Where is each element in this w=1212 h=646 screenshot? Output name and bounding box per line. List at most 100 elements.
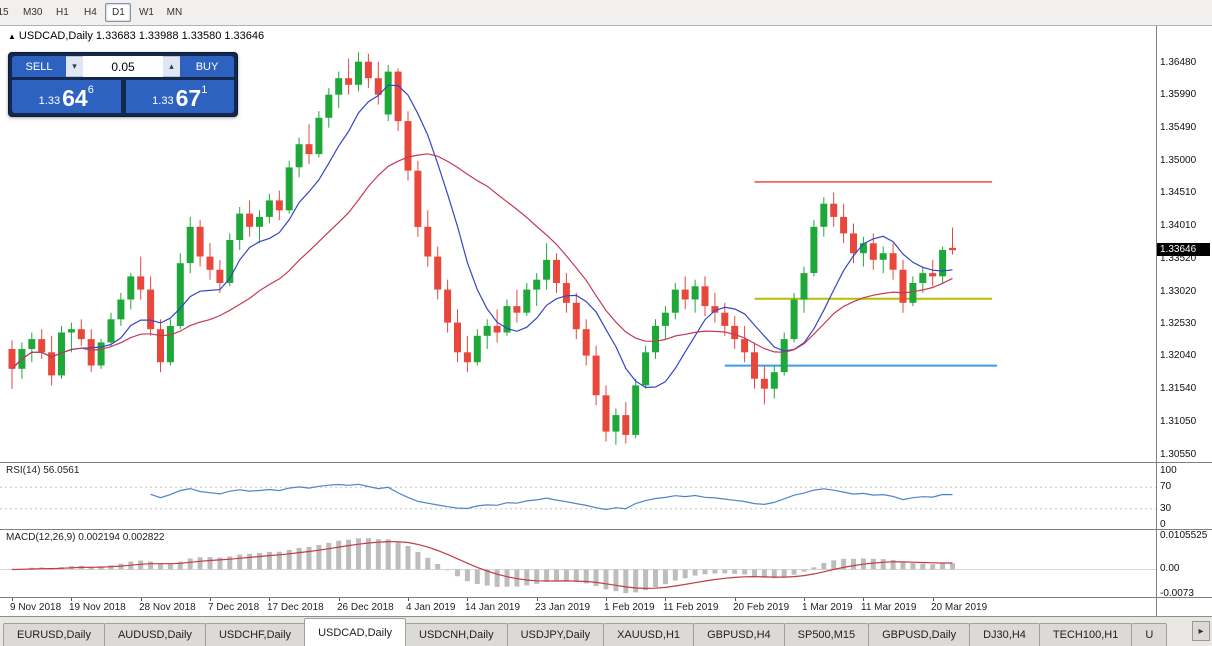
symbol-ohlc-text: USDCAD,Daily 1.33683 1.33988 1.33580 1.3… <box>18 30 265 42</box>
time-axis-label: 7 Dec 2018 <box>208 602 260 613</box>
tab-gbpusd-h4[interactable]: GBPUSD,H4 <box>693 623 785 646</box>
time-axis-label: 14 Jan 2019 <box>465 602 521 613</box>
time-axis-label: 19 Nov 2018 <box>69 602 126 613</box>
price-axis-label: 1.33520 <box>1160 253 1197 264</box>
timeframe-w1-button[interactable]: W1 <box>138 7 154 18</box>
one-click-trading-panel: SELL ▾ 0.05 ▴ BUY 1.33 64 6 1.33 67 1 <box>8 52 238 117</box>
sell-price-prefix: 1.33 <box>38 95 61 107</box>
chevron-right-icon: ▸ <box>1198 625 1204 637</box>
time-axis-tick <box>863 598 864 601</box>
time-axis-tick <box>537 598 538 601</box>
chevron-down-icon: ▾ <box>72 61 77 71</box>
tab-xauusd-h1[interactable]: XAUUSD,H1 <box>603 623 695 646</box>
timeframe-mn-button[interactable]: MN <box>166 7 183 18</box>
volume-decrease-button[interactable]: ▾ <box>66 56 83 77</box>
macd-axis[interactable]: 0.0105525 0.00 -0.0073 <box>1156 530 1212 599</box>
rsi-chart[interactable] <box>0 463 1156 529</box>
time-axis-label: 11 Feb 2019 <box>663 602 719 613</box>
buy-button[interactable]: BUY <box>180 56 234 77</box>
price-axis-label: 1.35000 <box>1160 155 1197 166</box>
price-axis-label: 1.31540 <box>1160 383 1197 394</box>
timeframe-h1-button[interactable]: H1 <box>56 7 69 18</box>
symbol-icon: ▲ <box>8 32 16 41</box>
price-axis-label: 1.34010 <box>1160 220 1197 231</box>
rsi-axis[interactable]: 100 70 30 0 <box>1156 463 1212 530</box>
tab-scroll-right-button[interactable]: ▸ <box>1192 621 1210 641</box>
time-axis-tick <box>339 598 340 601</box>
tab-gbpusd-daily[interactable]: GBPUSD,Daily <box>868 623 971 646</box>
rsi-axis-label: 70 <box>1160 481 1172 492</box>
price-axis-label: 1.35990 <box>1160 89 1197 100</box>
price-axis-label: 1.34510 <box>1160 187 1197 198</box>
sell-price-big: 64 <box>62 85 88 112</box>
rsi-indicator-label: RSI(14) 56.0561 <box>6 465 80 476</box>
timeframe-toolbar: 15 M30 H1 H4 D1 W1 MN <box>0 0 1212 26</box>
time-axis-label: 26 Dec 2018 <box>337 602 394 613</box>
time-axis-label: 1 Feb 2019 <box>604 602 655 613</box>
buy-price-big: 67 <box>175 85 202 112</box>
time-axis-label: 17 Dec 2018 <box>267 602 324 613</box>
time-axis-tick <box>606 598 607 601</box>
time-axis-tick <box>269 598 270 601</box>
candlestick-chart[interactable] <box>0 26 1156 462</box>
buy-price-button[interactable]: 1.33 67 1 <box>125 80 234 113</box>
time-axis-tick <box>735 598 736 601</box>
tab-usdchf-daily[interactable]: USDCHF,Daily <box>204 623 306 646</box>
tab-usdjpy-daily[interactable]: USDJPY,Daily <box>506 623 605 646</box>
price-axis-label: 1.31050 <box>1160 416 1197 427</box>
chart-tab-bar: EURUSD,Daily AUDUSD,Daily USDCHF,Daily USDC… <box>0 616 1212 646</box>
current-price-tag: 1.33646 <box>1157 243 1210 256</box>
timeframe-15-button[interactable]: 15 <box>0 7 9 18</box>
tab-u[interactable]: U <box>1131 623 1168 646</box>
rsi-axis-label: 100 <box>1160 465 1177 476</box>
price-axis[interactable]: 1.36480 1.35990 1.35490 1.35000 1.34510 1.340… <box>1156 26 1212 462</box>
time-axis-tick <box>141 598 142 601</box>
time-axis-label: 20 Mar 2019 <box>931 602 988 613</box>
sell-price-pip: 6 <box>87 84 94 96</box>
time-axis-tick <box>71 598 72 601</box>
price-axis-label: 1.35490 <box>1160 122 1197 133</box>
time-axis-tick <box>210 598 211 601</box>
tab-dj30-h4[interactable]: DJ30,H4 <box>969 623 1040 646</box>
tab-usdcnh-daily[interactable]: USDCNH,Daily <box>405 623 508 646</box>
tab-sp500-m15[interactable]: SP500,M15 <box>783 623 870 646</box>
time-axis-label: 20 Feb 2019 <box>733 602 790 613</box>
macd-chart[interactable] <box>0 530 1156 597</box>
time-axis[interactable]: 9 Nov 2018 19 Nov 2018 28 Nov 2018 7 Dec 20… <box>0 597 1212 616</box>
rsi-axis-label: 30 <box>1160 503 1172 514</box>
time-axis-tick <box>12 598 13 601</box>
macd-axis-label: 0.0105525 <box>1160 530 1208 541</box>
time-axis-tick <box>408 598 409 601</box>
time-axis-label: 1 Mar 2019 <box>802 602 853 613</box>
macd-axis-label: 0.00 <box>1160 563 1180 574</box>
price-axis-label: 1.33020 <box>1160 286 1197 297</box>
tab-tech100-h1[interactable]: TECH100,H1 <box>1038 623 1133 646</box>
price-axis-label: 1.36480 <box>1160 57 1197 68</box>
rsi-panel: 100 70 30 0 RSI(14) 56.0561 <box>0 462 1212 530</box>
axis-corner <box>1156 598 1212 616</box>
tab-audusd-daily[interactable]: AUDUSD,Daily <box>103 623 206 646</box>
volume-increase-button[interactable]: ▴ <box>163 56 180 77</box>
macd-indicator-label: MACD(12,26,9) 0.002194 0.002822 <box>6 532 165 543</box>
macd-panel: 0.0105525 0.00 -0.0073 MACD(12,26,9) 0.002… <box>0 529 1212 599</box>
time-axis-label: 9 Nov 2018 <box>10 602 62 613</box>
time-axis-label: 28 Nov 2018 <box>139 602 196 613</box>
tab-eurusd-daily[interactable]: EURUSD,Daily <box>3 623 105 646</box>
time-axis-label: 11 Mar 2019 <box>861 602 917 613</box>
time-axis-tick <box>467 598 468 601</box>
time-axis-label: 23 Jan 2019 <box>535 602 591 613</box>
macd-axis-label: -0.0073 <box>1160 588 1194 599</box>
volume-input[interactable]: 0.05 <box>83 56 163 77</box>
sell-price-button[interactable]: 1.33 64 6 <box>12 80 121 113</box>
time-axis-tick <box>665 598 666 601</box>
buy-price-prefix: 1.33 <box>152 95 174 107</box>
timeframe-h4-button[interactable]: H4 <box>84 7 97 18</box>
price-axis-label: 1.32040 <box>1160 350 1197 361</box>
buy-price-pip: 1 <box>201 84 208 96</box>
timeframe-m30-button[interactable]: M30 <box>23 7 43 18</box>
time-axis-tick <box>933 598 934 601</box>
sell-button[interactable]: SELL <box>12 56 66 77</box>
tab-usdcad-daily[interactable]: USDCAD,Daily <box>304 618 407 646</box>
timeframe-d1-button[interactable]: D1 <box>105 3 132 22</box>
